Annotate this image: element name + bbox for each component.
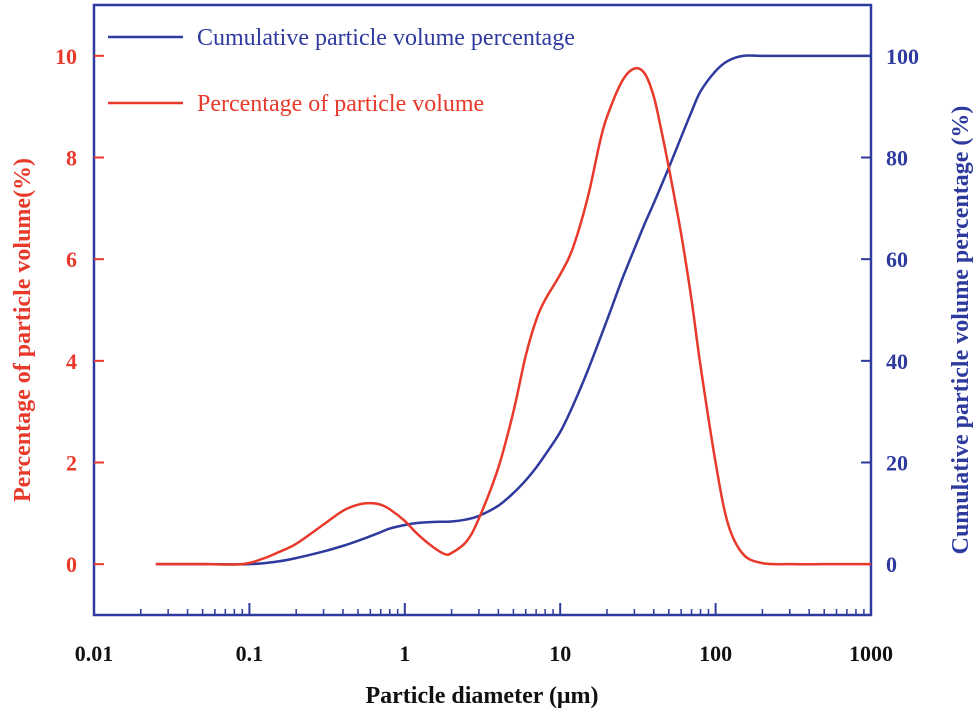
left-tick-label: 4 [66,349,77,374]
right-tick-label: 60 [886,247,908,272]
series-layer [155,54,871,566]
left-axis-title: Percentage of particle volume(%) [10,158,36,502]
right-tick-label: 0 [886,552,897,577]
plot-frame [92,3,873,617]
x-tick-label: 100 [699,641,732,666]
x-axis: 0.01 0.1 1 10 100 1000 [75,603,893,666]
x-tick-label: 1 [399,641,410,666]
left-tick-label: 6 [66,247,77,272]
legend-label-percentage: Percentage of particle volume [197,91,484,117]
right-tick-label: 80 [886,146,908,171]
x-axis-title: Particle diameter (μm) [365,683,598,709]
series-line-cumulative [155,54,871,566]
right-tick-label: 100 [886,44,919,69]
x-tick-label: 0.1 [236,641,264,666]
left-axis: 0 2 4 6 8 10 [55,44,104,577]
series-line-percentage [155,66,871,566]
right-axis-title: Cumulative particle volume percentage (%… [948,106,974,555]
right-tick-label: 20 [886,451,908,476]
right-axis: 0 20 40 60 80 100 [861,44,919,577]
x-tick-label: 1000 [849,641,893,666]
x-tick-label: 0.01 [75,641,114,666]
left-tick-label: 10 [55,44,77,69]
left-tick-label: 8 [66,146,77,171]
legend: Cumulative particle volume percentage Pe… [108,25,575,117]
left-tick-label: 0 [66,552,77,577]
x-tick-label: 10 [549,641,571,666]
right-tick-label: 40 [886,349,908,374]
legend-label-cumulative: Cumulative particle volume percentage [197,25,575,51]
left-tick-label: 2 [66,451,77,476]
